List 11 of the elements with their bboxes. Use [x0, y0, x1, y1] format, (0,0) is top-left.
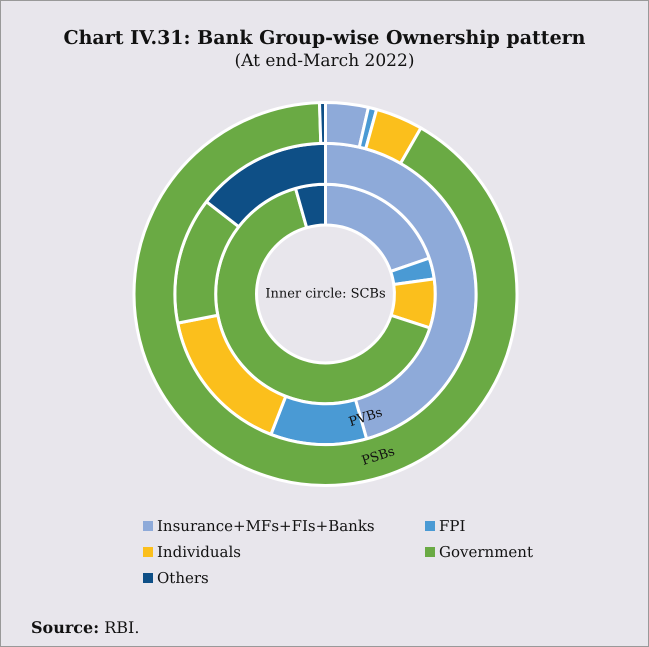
- legend-label: Insurance+MFs+FIs+Banks: [157, 517, 375, 535]
- source-note: Source: RBI.: [31, 618, 140, 637]
- legend-label: Individuals: [157, 543, 241, 561]
- chart-title: Chart IV.31: Bank Group-wise Ownership pattern: [62, 27, 586, 49]
- text: Inner circle: SCBs: [265, 286, 386, 302]
- legend-label: Government: [439, 543, 533, 561]
- slice-label: PSBs: [360, 444, 397, 469]
- chart-subtitle: (At end-March 2022): [234, 51, 416, 71]
- legend-label: Others: [157, 569, 209, 587]
- slice-label: PVBs: [347, 405, 384, 430]
- legend-label: FPI: [439, 517, 466, 535]
